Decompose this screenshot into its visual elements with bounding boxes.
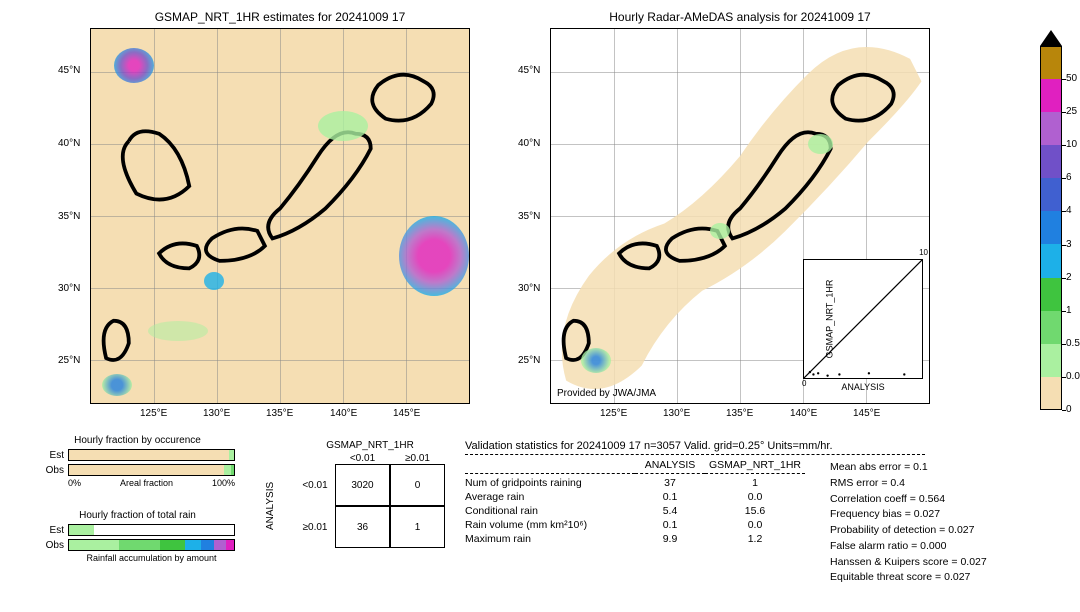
xtick: 125°E <box>600 408 627 419</box>
colorbar: 00.010.512346102550 <box>1040 30 1062 410</box>
ytick: 35°N <box>58 211 80 222</box>
hourly-occurrence: Hourly fraction by occurence EstObs 0% A… <box>40 435 235 488</box>
inset-scatter: ANALYSIS GSMAP_NRT_1HR 10 0 <box>803 259 923 379</box>
xtick: 130°E <box>663 408 690 419</box>
xtick: 140°E <box>790 408 817 419</box>
xtick: 135°E <box>726 408 753 419</box>
xtick: 130°E <box>203 408 230 419</box>
ytick: 25°N <box>518 355 540 366</box>
xtick: 135°E <box>266 408 293 419</box>
right-map: ANALYSIS GSMAP_NRT_1HR 10 0 Provided by … <box>550 28 930 404</box>
contingency-table: GSMAP_NRT_1HR <0.01 ≥0.01 ANALYSIS <0.01… <box>265 440 445 548</box>
ytick: 30°N <box>518 283 540 294</box>
ytick: 40°N <box>58 138 80 149</box>
ytick: 45°N <box>58 65 80 76</box>
ytick: 45°N <box>518 65 540 76</box>
ytick: 30°N <box>58 283 80 294</box>
xtick: 145°E <box>393 408 420 419</box>
left-map-title: GSMAP_NRT_1HR estimates for 20241009 17 <box>90 10 470 24</box>
ytick: 35°N <box>518 211 540 222</box>
right-map-title: Hourly Radar-AMeDAS analysis for 2024100… <box>550 10 930 24</box>
ytick: 40°N <box>518 138 540 149</box>
attribution: Provided by JWA/JMA <box>557 388 656 399</box>
validation-metrics: Mean abs error = 0.1RMS error = 0.4Corre… <box>830 460 987 586</box>
left-map <box>90 28 470 404</box>
xtick: 125°E <box>140 408 167 419</box>
hourly-rain: Hourly fraction of total rain EstObs Rai… <box>40 510 235 563</box>
ytick: 25°N <box>58 355 80 366</box>
xtick: 140°E <box>330 408 357 419</box>
xtick: 145°E <box>853 408 880 419</box>
